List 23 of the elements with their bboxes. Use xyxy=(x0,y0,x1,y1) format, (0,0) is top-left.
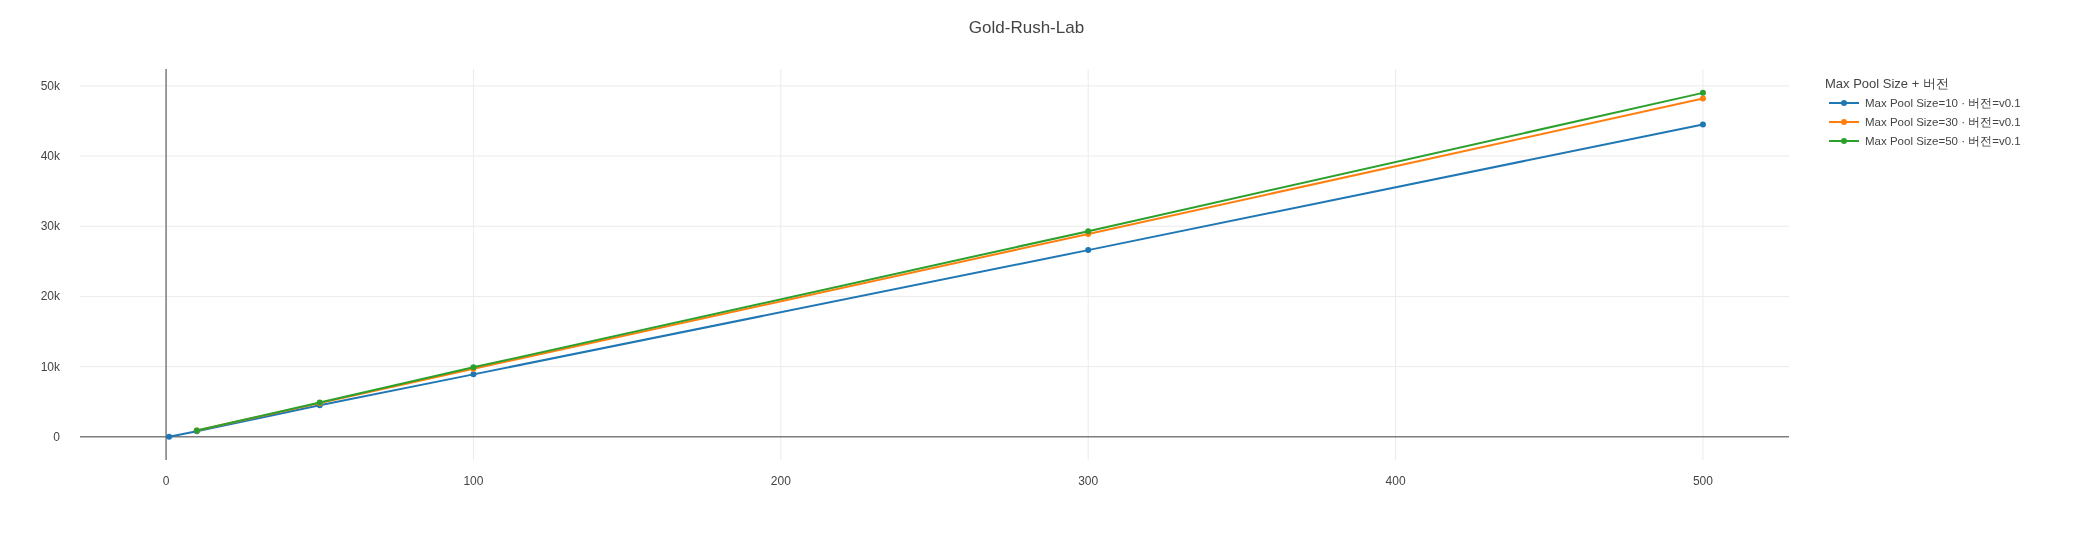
y-tick-label: 0 xyxy=(53,429,61,444)
point xyxy=(1085,247,1092,254)
point xyxy=(470,371,477,378)
point xyxy=(166,433,173,440)
x-tick-label: 0 xyxy=(162,474,170,488)
x-tick-label: 400 xyxy=(1385,474,1406,488)
y-tick-label: 20k xyxy=(40,289,61,304)
y-tick-label: 50k xyxy=(40,78,61,93)
x-tick-label: 300 xyxy=(1078,474,1099,488)
point xyxy=(1699,121,1706,128)
legend-label: Max Pool Size=30 · 버전=v0.1 xyxy=(1865,116,2021,128)
point xyxy=(1699,95,1706,102)
x-tick-label: 500 xyxy=(1692,474,1714,488)
legend-label: Max Pool Size=50 · 버전=v0.1 xyxy=(1865,135,2021,147)
chart-title: Gold-Rush-Lab xyxy=(968,18,1085,37)
x-tick-label: 100 xyxy=(463,474,484,488)
point xyxy=(1699,89,1706,96)
legend-label: Max Pool Size=10 · 버전=v0.1 xyxy=(1865,97,2021,109)
x-tick-label: 200 xyxy=(770,474,792,488)
y-tick-label: 10k xyxy=(40,359,61,374)
legend-title: Max Pool Size + 버전 xyxy=(1825,76,1949,91)
y-tick-label: 30k xyxy=(40,219,61,234)
y-tick-label: 40k xyxy=(40,149,61,164)
